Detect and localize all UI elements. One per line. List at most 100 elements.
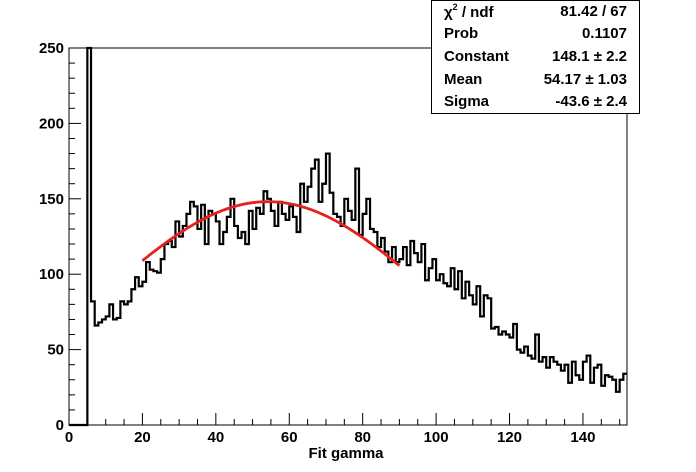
histogram-bin <box>473 304 477 425</box>
histogram-bin <box>392 247 396 425</box>
stats-box: χ2 / ndf 81.42 / 67 Prob 0.1107 Constant… <box>431 0 640 114</box>
histogram-bin <box>128 301 132 425</box>
histogram-bin <box>436 280 440 425</box>
histogram-bin <box>601 386 605 425</box>
histogram-bin <box>113 319 117 425</box>
x-tick-label: 60 <box>281 429 298 446</box>
histogram-bin <box>205 244 209 425</box>
histogram-bin <box>388 262 392 425</box>
x-tick-label: 120 <box>497 429 522 446</box>
histogram-bin <box>216 221 220 425</box>
histogram-bin <box>293 217 297 425</box>
histogram-bin <box>510 338 514 425</box>
stats-label-mean: Mean <box>444 71 483 88</box>
stats-row-chi2: χ2 / ndf 81.42 / 67 <box>432 1 639 23</box>
histogram-bin <box>454 289 458 425</box>
histogram-bin <box>153 271 157 425</box>
histogram-bin <box>319 202 323 425</box>
histogram-bin <box>333 214 337 425</box>
histogram-bin <box>499 335 503 425</box>
histogram-bin <box>271 211 275 425</box>
histogram-bin <box>168 241 172 425</box>
histogram-bin <box>157 273 161 425</box>
histogram-bin <box>480 316 484 425</box>
histogram-bin <box>135 277 139 425</box>
histogram-bin <box>370 229 374 425</box>
histogram-bin <box>212 214 216 425</box>
stats-label-constant: Constant <box>444 48 509 65</box>
histogram-bin <box>275 226 279 425</box>
histogram-bin <box>322 184 326 425</box>
histogram-bin <box>164 244 168 425</box>
histogram-bin <box>120 301 124 425</box>
histogram-bin <box>344 199 348 425</box>
histogram-bin <box>223 232 227 425</box>
histogram-bin <box>451 268 455 425</box>
histogram-bin <box>131 289 135 425</box>
histogram-bin <box>286 220 290 425</box>
histogram-bin <box>231 199 235 425</box>
stats-value-sigma: -43.6 ± 2.4 <box>555 93 627 110</box>
histogram-bin <box>341 226 345 425</box>
histogram-bin <box>579 380 583 425</box>
stats-value-prob: 0.1107 <box>581 25 627 42</box>
histogram-bin <box>557 365 561 425</box>
histogram-bin <box>407 265 411 425</box>
x-tick-label: 80 <box>354 429 371 446</box>
histogram-bin <box>414 253 418 425</box>
histogram-bin <box>264 191 268 425</box>
histogram-bin <box>183 226 187 425</box>
histogram-bin <box>418 262 422 425</box>
histogram-bin <box>491 328 495 425</box>
histogram-bin <box>297 232 301 425</box>
stats-value-constant: 148.1 ± 2.2 <box>552 48 627 65</box>
histogram-bin <box>554 362 558 425</box>
x-tick-label: 0 <box>65 429 73 446</box>
histogram-bin <box>506 335 510 425</box>
stats-row-sigma: Sigma -43.6 ± 2.4 <box>432 91 639 113</box>
stats-value-chi2: 81.42 / 67 <box>560 3 627 20</box>
x-tick-label: 140 <box>570 429 595 446</box>
histogram-bin <box>175 221 179 425</box>
stats-row-constant: Constant 148.1 ± 2.2 <box>432 46 639 68</box>
histogram-bin <box>443 283 447 425</box>
histogram-bin <box>150 270 154 425</box>
histogram-bin <box>396 262 400 425</box>
histogram-bin <box>410 241 414 425</box>
stats-value-mean: 54.17 ± 1.03 <box>543 71 627 88</box>
histogram-bin <box>95 325 99 425</box>
histogram-outline <box>69 46 627 427</box>
histogram-bin <box>561 371 565 425</box>
histogram-bin <box>469 295 473 425</box>
histogram-bin <box>245 244 249 425</box>
histogram-bin <box>194 206 198 425</box>
histogram-bin <box>447 286 451 425</box>
histogram-bin <box>576 375 580 425</box>
histogram-bin <box>278 202 282 425</box>
histogram-bin <box>179 237 183 426</box>
histogram-bin <box>546 368 550 425</box>
histogram-bin <box>616 392 620 425</box>
histogram-bin <box>106 316 110 425</box>
histogram-bin <box>267 199 271 425</box>
histogram-bin <box>238 238 242 425</box>
histogram-bin <box>590 383 594 425</box>
histogram-bin <box>381 238 385 425</box>
stats-label-chi2: χ2 / ndf <box>444 2 494 21</box>
stats-label-sigma: Sigma <box>444 93 490 110</box>
histogram-bin <box>539 362 543 425</box>
histogram-bin <box>521 353 525 425</box>
stats-row-prob: Prob 0.1107 <box>432 23 639 45</box>
histogram-bin <box>330 193 334 425</box>
histogram-bin <box>399 259 403 425</box>
histogram-bin <box>425 280 429 425</box>
histogram-bin <box>242 232 246 425</box>
histogram-bin <box>429 268 433 425</box>
histogram-bin <box>161 259 165 425</box>
histogram-bin <box>377 247 381 425</box>
histogram-bin <box>326 154 330 425</box>
histogram-bin <box>124 304 128 425</box>
histogram-bin <box>517 350 521 425</box>
histogram-bin <box>304 202 308 425</box>
histogram-bin <box>186 214 190 425</box>
